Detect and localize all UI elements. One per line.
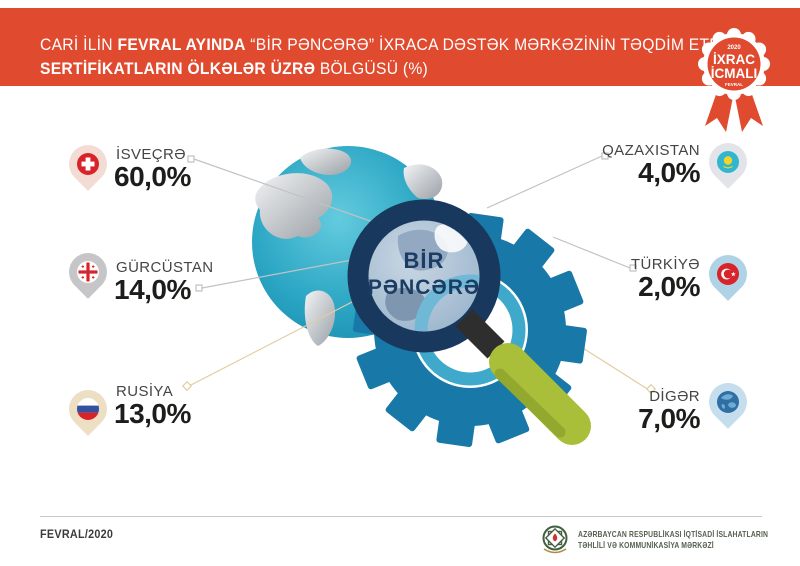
flag-kazakhstan-icon	[717, 151, 739, 173]
header-line2-rest: BÖLGÜSÜ (%)	[315, 59, 429, 78]
country-value-kazakhstan: 4,0%	[638, 157, 700, 188]
pin-kazakhstan	[701, 135, 755, 193]
pin-switzerland	[61, 137, 115, 195]
lens-text-line1: BİR	[404, 248, 445, 273]
pin-georgia	[61, 245, 115, 303]
header-line2: SERTİFİKATLARIN ÖLKƏLƏR ÜZRƏ BÖLGÜSÜ (%)	[40, 57, 741, 81]
footer-organization: AZƏRBAYCAN RESPUBLİKASI İQTİSADİ İSLAHAT…	[578, 529, 768, 551]
country-name-switzerland: İSVEÇRƏ	[116, 146, 186, 163]
country-name-other: DİGƏR	[649, 388, 700, 405]
country-name-russia: RUSİYA	[116, 383, 174, 400]
flag-switzerland-icon	[77, 153, 99, 175]
country-value-switzerland: 60,0%	[114, 161, 191, 192]
pin-other	[701, 375, 755, 433]
rosette-center	[707, 37, 761, 91]
header-line1-pre: CARİ İLİN	[40, 35, 118, 54]
badge-year: 2020	[727, 45, 741, 51]
ribbon-tails-icon	[705, 86, 763, 132]
footer-divider	[40, 516, 762, 517]
badge-title-line1: İXRAC	[713, 52, 755, 67]
lens-text-line2: PƏNCƏRƏ	[368, 276, 480, 299]
footer-org-line1: AZƏRBAYCAN RESPUBLİKASI İQTİSADİ İSLAHAT…	[578, 529, 769, 539]
header-line1-bold: FEVRAL AYINDA	[117, 35, 246, 54]
state-emblem-icon	[542, 525, 568, 554]
country-value-russia: 13,0%	[114, 398, 191, 429]
pin-russia	[61, 382, 115, 440]
flag-turkey-icon	[717, 263, 739, 285]
header-title: CARİ İLİN FEVRAL AYINDA “BİR PƏNCƏRƏ” İX…	[40, 33, 741, 81]
footer-org-line2: TƏHLİLİ VƏ KOMMUNİKASİYA MƏRKƏZİ	[578, 540, 714, 550]
footer-date: FEVRAL/2020	[40, 527, 114, 541]
flag-russia-icon	[77, 398, 99, 420]
globe-mini-icon	[717, 391, 739, 413]
magnifier-handle-icon	[455, 309, 591, 445]
country-value-turkey: 2,0%	[638, 271, 700, 302]
flag-georgia-icon	[77, 261, 99, 283]
header-band: CARİ İLİN FEVRAL AYINDA “BİR PƏNCƏRƏ” İX…	[0, 8, 800, 86]
magnifier-icon: BİR PƏNCƏRƏ	[347, 199, 501, 353]
header-line2-bold: SERTİFİKATLARIN ÖLKƏLƏR ÜZRƏ	[40, 59, 316, 78]
country-name-georgia: GÜRCÜSTAN	[116, 259, 214, 276]
export-review-badge: 2020 İXRAC İCMALI FEVRAL	[698, 28, 770, 132]
badge-month: FEVRAL	[725, 82, 743, 87]
badge-title-line2: İCMALI	[711, 66, 758, 81]
country-value-georgia: 14,0%	[114, 274, 191, 305]
header-line1: CARİ İLİN FEVRAL AYINDA “BİR PƏNCƏRƏ” İX…	[40, 33, 741, 57]
country-name-turkey: TÜRKİYƏ	[630, 256, 700, 273]
header-line1-rest: “BİR PƏNCƏRƏ” İXRACA DƏSTƏK MƏRKƏZİNİN T…	[245, 35, 741, 54]
country-value-other: 7,0%	[638, 403, 700, 434]
pin-turkey	[701, 247, 755, 305]
country-name-kazakhstan: QAZAXISTAN	[602, 142, 700, 159]
